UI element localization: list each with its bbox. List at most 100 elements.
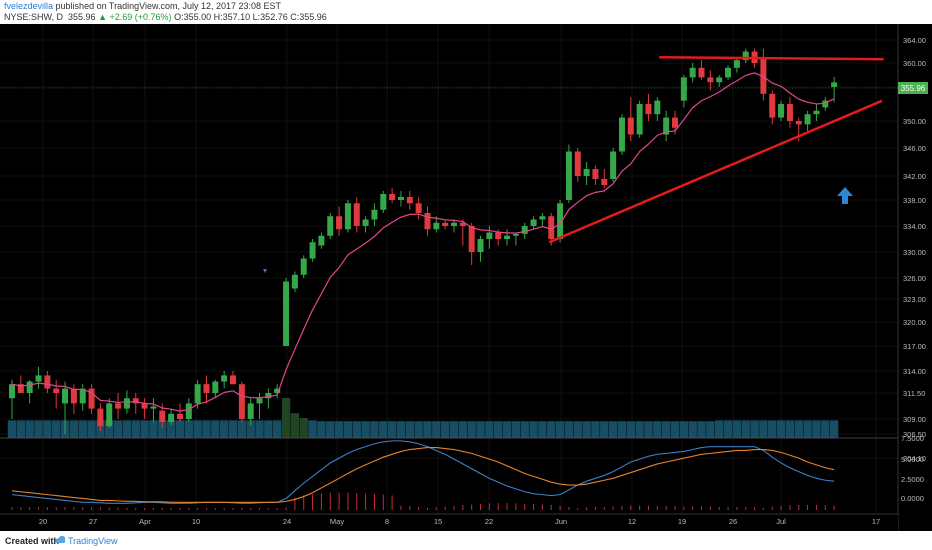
volume-bar: [750, 420, 759, 438]
candle-body: [97, 408, 104, 427]
volume-bar: [237, 420, 247, 438]
candle-body: [504, 235, 511, 239]
price-tick-label: 320.00: [903, 318, 926, 327]
volume-bar: [582, 421, 591, 438]
oscillator-tick-label: 0.0000: [901, 494, 924, 503]
price-axis[interactable]: 364.00360.00355.00350.00346.00342.00338.…: [897, 24, 932, 531]
volume-bar: [69, 420, 79, 438]
candle-body: [442, 222, 449, 226]
volume-bar: [7, 420, 17, 438]
candle-body: [680, 77, 687, 101]
volume-bar: [564, 421, 574, 438]
volume-bar: [379, 421, 388, 438]
volume-bar: [78, 420, 87, 438]
time-axis[interactable]: 20 27 Apr 10 24 May 8 15 22 Jun 12 19 26 Jul 17: [0, 513, 898, 531]
volume-bar: [547, 421, 556, 438]
close-value: C:355.96: [290, 12, 327, 22]
candle-body: [141, 403, 148, 409]
tradingview-brand[interactable]: TradingView: [68, 536, 118, 546]
candle-body: [53, 388, 60, 393]
volume-bar: [43, 420, 52, 438]
candle-body: [760, 57, 767, 94]
candle-body: [194, 384, 201, 404]
volume-bar: [573, 421, 582, 438]
volume-bar: [794, 420, 803, 438]
candle-body: [247, 403, 254, 419]
volume-bar: [732, 420, 742, 438]
candle-body: [283, 281, 290, 346]
time-tick-label: 27: [89, 517, 97, 526]
candle-body: [672, 117, 678, 128]
high-value: H:357.10: [213, 12, 251, 22]
candle-body: [106, 403, 113, 427]
chart-header: fvelezdevilla published on TradingView.c…: [0, 0, 932, 24]
time-tick-label: 8: [385, 517, 389, 526]
price-tick-label: 342.00: [903, 172, 926, 181]
volume-bar: [661, 421, 671, 438]
volume-bar: [140, 420, 149, 438]
volume-bar: [502, 421, 512, 438]
candle-body: [733, 60, 740, 68]
volume-bar: [812, 420, 821, 438]
volume-bar: [228, 420, 238, 438]
price-axis-bg: [898, 24, 932, 531]
candle-body: [380, 194, 387, 210]
volume-bar: [396, 421, 406, 438]
volume-bar: [414, 421, 423, 438]
signal-line: [11, 447, 835, 503]
last-price-tag-label: 355.96: [901, 84, 926, 93]
candle-body: [433, 222, 440, 230]
volume-bar: [591, 421, 600, 438]
volume-bar: [785, 420, 795, 438]
volume-bar: [776, 420, 786, 438]
symbol-label: NYSE:SHW, D: [4, 12, 64, 22]
candle-body: [627, 117, 634, 135]
volume-bar: [440, 421, 450, 438]
author-name[interactable]: fvelezdevilla: [4, 1, 54, 11]
candle-body: [274, 388, 281, 393]
volume-bar: [538, 421, 547, 438]
volume-bar: [520, 421, 529, 438]
candle-body: [265, 393, 272, 399]
publisher-line: fvelezdevilla published on TradingView.c…: [4, 1, 281, 11]
candle-body: [610, 151, 617, 179]
volume-bar: [264, 420, 273, 438]
time-tick-label: 10: [192, 517, 200, 526]
candle-body: [592, 169, 599, 179]
candle-body: [35, 375, 42, 382]
volume-bar: [821, 420, 830, 438]
volume-bars: [7, 398, 839, 438]
volume-bar: [105, 420, 114, 438]
candle-body: [336, 216, 343, 230]
volume-bar: [494, 421, 503, 438]
candle-body: [742, 51, 749, 61]
published-text: published on TradingView.com, July 12, 2…: [55, 1, 282, 11]
volume-bar: [768, 420, 777, 438]
volume-bar: [697, 421, 706, 438]
volume-bar: [644, 421, 653, 438]
candle-body: [645, 104, 652, 115]
volume-bar: [370, 421, 379, 438]
candle-body: [212, 381, 219, 393]
candle-body: [601, 179, 608, 185]
time-tick-label: 12: [628, 517, 636, 526]
time-tick-label: 19: [678, 517, 686, 526]
volume-bar: [122, 420, 132, 438]
candle-body: [512, 233, 519, 236]
price-change: +2.69 (+0.76%): [109, 12, 172, 22]
candle-body: [583, 169, 590, 176]
price-tick-label: 334.00: [903, 222, 926, 231]
price-tick-label: 317.00: [903, 342, 926, 351]
candle-body: [548, 216, 555, 239]
candle-body: [424, 213, 431, 230]
volume-bar: [688, 421, 697, 438]
candle-body: [168, 413, 175, 422]
volume-bar: [175, 420, 185, 438]
candle-body: [451, 222, 457, 226]
support-trendline: [548, 99, 883, 244]
stock-chart[interactable]: 364.00360.00355.00350.00346.00342.00338.…: [0, 24, 932, 531]
price-tick-label: 346.00: [903, 144, 926, 153]
time-tick-label: 24: [283, 517, 291, 526]
volume-bar: [759, 420, 768, 438]
oscillator-axis[interactable]: 7.5000 5.0000 2.5000 0.0000: [901, 434, 924, 503]
